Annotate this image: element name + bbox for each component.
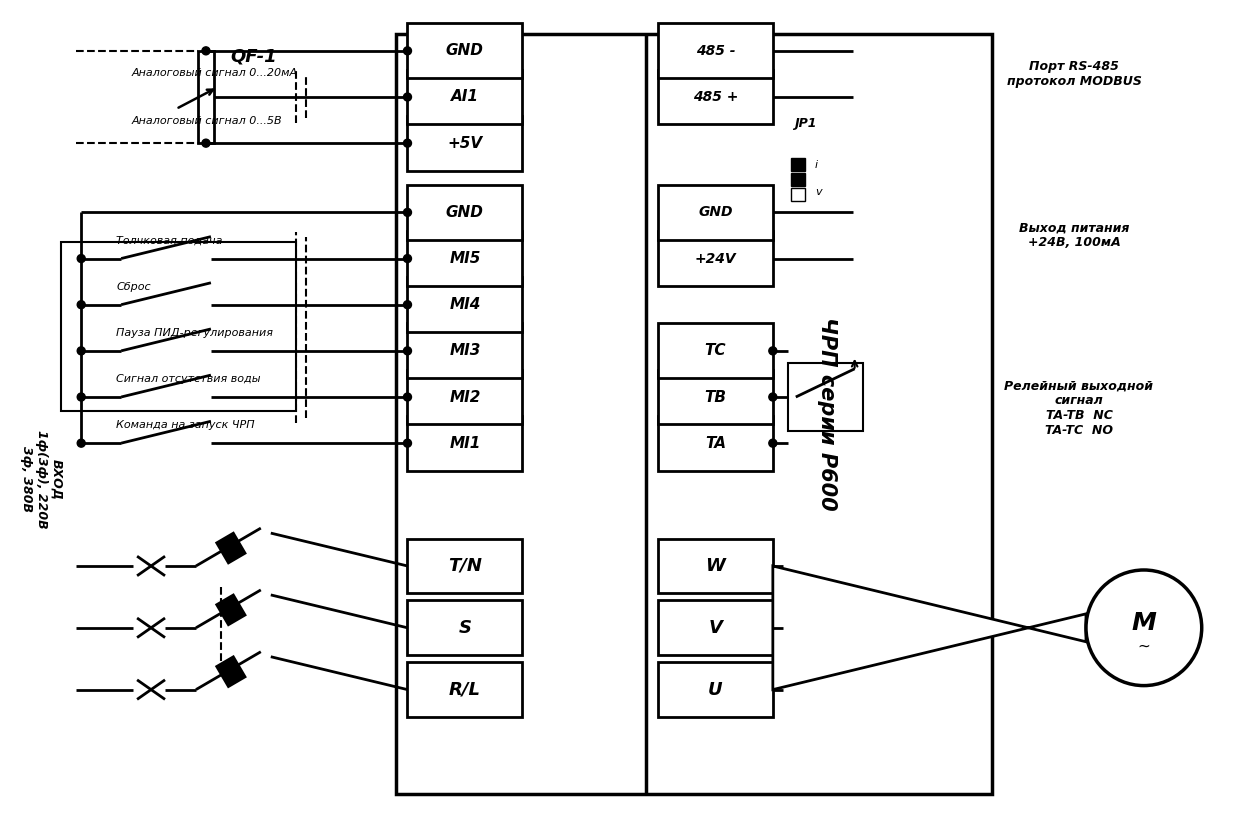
Bar bbox=[658, 600, 772, 655]
Bar bbox=[408, 600, 522, 655]
Bar bbox=[408, 416, 522, 471]
Text: MI2: MI2 bbox=[449, 390, 480, 404]
Circle shape bbox=[78, 347, 85, 355]
Bar bbox=[198, 50, 214, 143]
Text: TA: TA bbox=[705, 436, 726, 451]
Bar bbox=[408, 23, 522, 79]
Text: GND: GND bbox=[698, 205, 732, 219]
Text: TC: TC bbox=[705, 343, 726, 358]
Text: TB: TB bbox=[705, 390, 726, 404]
Text: 485 -: 485 - bbox=[696, 44, 735, 58]
Bar bbox=[395, 34, 992, 794]
Text: GND: GND bbox=[446, 205, 484, 220]
Bar bbox=[658, 370, 772, 424]
Text: Аналоговый сигнал 0...20мА: Аналоговый сигнал 0...20мА bbox=[132, 68, 297, 78]
Text: 485 +: 485 + bbox=[692, 90, 739, 104]
Circle shape bbox=[78, 439, 85, 447]
Text: v: v bbox=[815, 188, 821, 198]
Text: Команда на запуск ЧРП: Команда на запуск ЧРП bbox=[117, 420, 255, 430]
Bar bbox=[791, 158, 805, 171]
Bar bbox=[658, 23, 772, 79]
Bar bbox=[408, 323, 522, 378]
Circle shape bbox=[404, 47, 411, 55]
Text: Сброс: Сброс bbox=[117, 282, 150, 292]
Bar bbox=[408, 185, 522, 240]
Text: Пауза ПИД-регулирования: Пауза ПИД-регулирования bbox=[117, 327, 273, 338]
Bar bbox=[408, 231, 522, 286]
Bar bbox=[658, 416, 772, 471]
Circle shape bbox=[769, 439, 776, 447]
Bar bbox=[658, 662, 772, 717]
Text: U: U bbox=[709, 681, 722, 699]
Polygon shape bbox=[772, 566, 1086, 690]
Bar bbox=[658, 538, 772, 594]
Bar bbox=[214, 655, 247, 688]
Circle shape bbox=[202, 139, 209, 147]
Text: ~: ~ bbox=[1137, 638, 1150, 653]
Text: GND: GND bbox=[446, 43, 484, 59]
Text: QF-1: QF-1 bbox=[231, 47, 277, 65]
Text: ВХОД
1ф(3ф), 220В
3ф, 380В: ВХОД 1ф(3ф), 220В 3ф, 380В bbox=[20, 430, 63, 528]
Circle shape bbox=[404, 139, 411, 147]
Text: Аналоговый сигнал 0...5В: Аналоговый сигнал 0...5В bbox=[132, 117, 282, 127]
Circle shape bbox=[202, 47, 209, 55]
Circle shape bbox=[769, 347, 776, 355]
Circle shape bbox=[404, 439, 411, 447]
Text: MI1: MI1 bbox=[449, 436, 480, 451]
Text: W: W bbox=[706, 557, 725, 575]
Bar bbox=[791, 173, 805, 186]
Text: M: M bbox=[1131, 611, 1156, 635]
Text: Выход питания
+24В, 100мА: Выход питания +24В, 100мА bbox=[1018, 222, 1129, 250]
Circle shape bbox=[78, 255, 85, 262]
Text: ЧРП серии P600: ЧРП серии P600 bbox=[818, 318, 838, 511]
Text: Толчковая подача: Толчковая подача bbox=[117, 236, 223, 246]
Text: Сигнал отсутствия воды: Сигнал отсутствия воды bbox=[117, 374, 261, 384]
Circle shape bbox=[769, 393, 776, 401]
Bar bbox=[408, 538, 522, 594]
Text: Порт RS-485
протокол MODBUS: Порт RS-485 протокол MODBUS bbox=[1007, 60, 1141, 88]
Bar bbox=[658, 231, 772, 286]
Bar bbox=[658, 69, 772, 124]
Bar bbox=[791, 188, 805, 201]
Text: S: S bbox=[459, 619, 472, 637]
Text: MI4: MI4 bbox=[449, 297, 480, 313]
Text: JP1: JP1 bbox=[795, 117, 818, 130]
Bar bbox=[408, 69, 522, 124]
Text: MI5: MI5 bbox=[449, 251, 480, 266]
Text: R/L: R/L bbox=[449, 681, 480, 699]
Text: Релейный выходной
сигнал
TA-TB  NC
TA-TC  NO: Релейный выходной сигнал TA-TB NC TA-TC … bbox=[1004, 380, 1154, 437]
Bar bbox=[408, 662, 522, 717]
Circle shape bbox=[404, 208, 411, 217]
Circle shape bbox=[404, 347, 411, 355]
Bar bbox=[788, 363, 863, 431]
Text: V: V bbox=[709, 619, 722, 637]
Circle shape bbox=[1086, 570, 1201, 686]
Bar bbox=[214, 593, 247, 627]
Circle shape bbox=[404, 393, 411, 401]
Circle shape bbox=[78, 393, 85, 401]
Text: +5V: +5V bbox=[448, 136, 483, 151]
Bar bbox=[408, 116, 522, 170]
Text: i: i bbox=[815, 160, 818, 170]
Circle shape bbox=[404, 93, 411, 101]
Bar bbox=[214, 531, 247, 565]
Text: +24V: +24V bbox=[695, 251, 736, 265]
Bar bbox=[61, 242, 296, 411]
Text: MI3: MI3 bbox=[449, 343, 480, 358]
Bar bbox=[658, 323, 772, 378]
Text: T/N: T/N bbox=[448, 557, 482, 575]
Bar bbox=[658, 185, 772, 240]
Bar bbox=[408, 277, 522, 332]
Text: AI1: AI1 bbox=[451, 89, 479, 104]
Circle shape bbox=[78, 301, 85, 308]
Circle shape bbox=[404, 301, 411, 308]
Bar bbox=[408, 370, 522, 424]
Circle shape bbox=[404, 255, 411, 262]
